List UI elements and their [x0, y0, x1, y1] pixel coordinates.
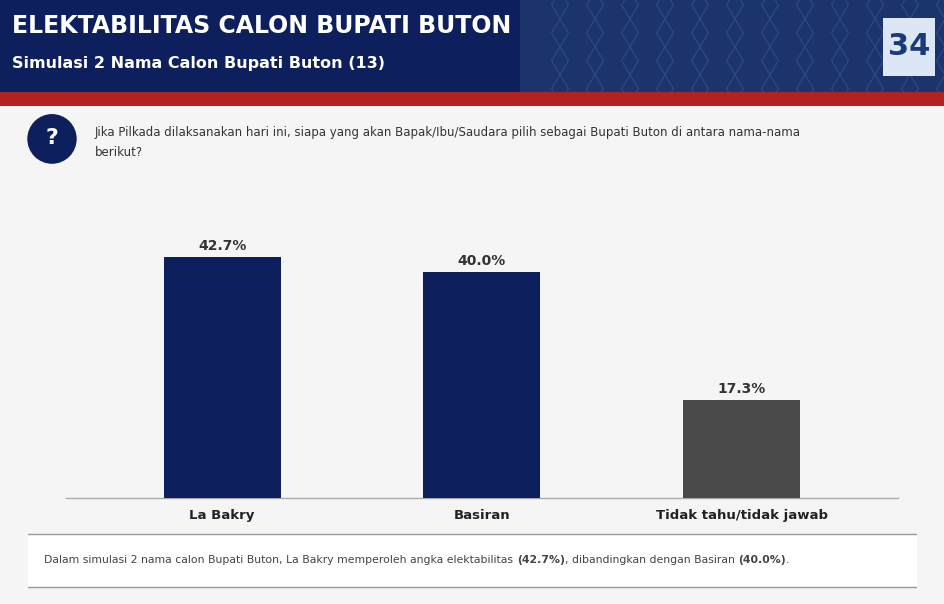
Text: Simulasi 2 Nama Calon Bupati Buton (13): Simulasi 2 Nama Calon Bupati Buton (13) — [12, 56, 384, 71]
Circle shape — [28, 115, 76, 163]
Text: ELEKTABILITAS CALON BUPATI BUTON: ELEKTABILITAS CALON BUPATI BUTON — [12, 14, 511, 38]
Text: 42.7%: 42.7% — [197, 239, 246, 253]
Text: .: . — [784, 555, 788, 565]
Text: 17.3%: 17.3% — [716, 382, 766, 396]
Text: 40.0%: 40.0% — [457, 254, 506, 268]
Bar — [163, 257, 280, 498]
Text: , dibandingkan dengan Basiran: , dibandingkan dengan Basiran — [565, 555, 737, 565]
Bar — [423, 272, 540, 498]
FancyBboxPatch shape — [24, 534, 920, 586]
Bar — [519, 0, 944, 94]
Bar — [683, 400, 800, 498]
Text: Jika Pilkada dilaksanakan hari ini, siapa yang akan Bapak/Ibu/Saudara pilih seba: Jika Pilkada dilaksanakan hari ini, siap… — [95, 126, 801, 139]
Text: (42.7%): (42.7%) — [516, 555, 565, 565]
Text: ?: ? — [45, 128, 59, 148]
FancyBboxPatch shape — [882, 18, 934, 76]
Text: (40.0%): (40.0%) — [737, 555, 784, 565]
Text: berikut?: berikut? — [95, 146, 143, 159]
Text: 34: 34 — [886, 32, 929, 62]
Text: Dalam simulasi 2 nama calon Bupati Buton, La Bakry memperoleh angka elektabilita: Dalam simulasi 2 nama calon Bupati Buton… — [44, 555, 516, 565]
